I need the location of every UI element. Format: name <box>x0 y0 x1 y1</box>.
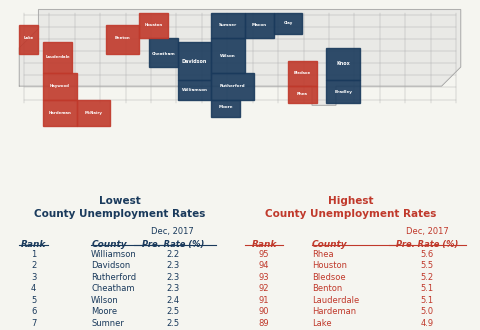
Text: Benton: Benton <box>115 36 130 40</box>
Polygon shape <box>326 81 360 103</box>
Text: Rhea: Rhea <box>297 92 308 96</box>
Text: Cheatham: Cheatham <box>151 51 175 55</box>
Polygon shape <box>149 38 178 67</box>
Text: County: County <box>91 240 127 249</box>
Text: 2.3: 2.3 <box>166 273 180 281</box>
Polygon shape <box>211 73 254 100</box>
Text: County Unemployment Rates: County Unemployment Rates <box>34 210 206 219</box>
Text: Pre. Rate (%): Pre. Rate (%) <box>142 240 204 249</box>
Text: Davidson: Davidson <box>182 59 207 64</box>
Polygon shape <box>326 48 360 81</box>
Text: Haywood: Haywood <box>50 84 70 88</box>
Text: Lowest: Lowest <box>99 196 141 206</box>
Text: Houston: Houston <box>312 261 347 270</box>
Text: Rhea: Rhea <box>312 249 334 259</box>
Text: 2.3: 2.3 <box>166 284 180 293</box>
Text: 2.3: 2.3 <box>166 261 180 270</box>
Text: Bledsoe: Bledsoe <box>294 71 311 75</box>
Polygon shape <box>106 25 139 53</box>
Polygon shape <box>245 14 274 38</box>
Text: County: County <box>312 240 348 249</box>
Text: Rank: Rank <box>252 240 276 249</box>
Polygon shape <box>211 100 240 117</box>
Text: 94: 94 <box>259 261 269 270</box>
Polygon shape <box>77 100 110 126</box>
Text: Benton: Benton <box>312 284 342 293</box>
Text: 5: 5 <box>31 296 36 305</box>
Text: Wilson: Wilson <box>91 296 119 305</box>
Text: 3: 3 <box>31 273 36 281</box>
Polygon shape <box>139 14 168 38</box>
Text: Moore: Moore <box>218 105 233 109</box>
Text: Sumner: Sumner <box>219 23 237 27</box>
Polygon shape <box>178 42 211 81</box>
Text: 95: 95 <box>259 249 269 259</box>
Text: 5.1: 5.1 <box>420 284 434 293</box>
Text: Rutherford: Rutherford <box>220 84 246 88</box>
Text: 4.9: 4.9 <box>420 319 434 328</box>
Text: 2.4: 2.4 <box>166 296 180 305</box>
Text: Clay: Clay <box>283 21 293 25</box>
Text: 2: 2 <box>31 261 36 270</box>
Text: Bledsoe: Bledsoe <box>312 273 346 281</box>
Text: 5.6: 5.6 <box>420 249 434 259</box>
Text: 2.2: 2.2 <box>166 249 180 259</box>
Polygon shape <box>43 73 77 100</box>
Text: Davidson: Davidson <box>91 261 131 270</box>
Text: Dec, 2017: Dec, 2017 <box>406 227 449 236</box>
Text: Rank: Rank <box>21 240 46 249</box>
Text: 93: 93 <box>259 273 269 281</box>
Text: Williamson: Williamson <box>181 88 207 92</box>
Text: Houston: Houston <box>144 23 163 27</box>
Text: 90: 90 <box>259 307 269 316</box>
Text: Bradley: Bradley <box>334 90 352 94</box>
Text: Lauderdale: Lauderdale <box>45 55 70 59</box>
Text: Lake: Lake <box>24 36 34 40</box>
Text: 92: 92 <box>259 284 269 293</box>
Text: Knox: Knox <box>336 61 350 66</box>
Text: County Unemployment Rates: County Unemployment Rates <box>264 210 436 219</box>
Text: Lauderdale: Lauderdale <box>312 296 359 305</box>
Text: Williamson: Williamson <box>91 249 137 259</box>
Polygon shape <box>19 25 38 53</box>
Text: Hardeman: Hardeman <box>48 111 72 115</box>
Text: 2.5: 2.5 <box>166 307 180 316</box>
Text: 4: 4 <box>31 284 36 293</box>
Text: McNairy: McNairy <box>84 111 103 115</box>
Text: Lake: Lake <box>312 319 332 328</box>
Text: Rutherford: Rutherford <box>91 273 136 281</box>
Polygon shape <box>211 14 245 38</box>
Polygon shape <box>178 81 211 100</box>
Text: Sumner: Sumner <box>91 319 124 328</box>
Text: 91: 91 <box>259 296 269 305</box>
Polygon shape <box>288 86 317 103</box>
Polygon shape <box>19 10 461 105</box>
Text: 5.5: 5.5 <box>420 261 434 270</box>
Polygon shape <box>43 100 77 126</box>
Polygon shape <box>43 42 72 73</box>
Text: Wilson: Wilson <box>220 53 236 57</box>
Text: 5.2: 5.2 <box>420 273 434 281</box>
Text: 2.5: 2.5 <box>166 319 180 328</box>
Polygon shape <box>274 14 302 34</box>
Text: Dec, 2017: Dec, 2017 <box>151 227 194 236</box>
Text: 5.0: 5.0 <box>420 307 434 316</box>
Text: 1: 1 <box>31 249 36 259</box>
Polygon shape <box>211 38 245 73</box>
Text: 5.1: 5.1 <box>420 296 434 305</box>
Text: Cheatham: Cheatham <box>91 284 135 293</box>
Text: 6: 6 <box>31 307 36 316</box>
Polygon shape <box>288 61 317 86</box>
Text: Macon: Macon <box>252 23 267 27</box>
Text: 7: 7 <box>31 319 36 328</box>
Text: Hardeman: Hardeman <box>312 307 356 316</box>
Text: 89: 89 <box>259 319 269 328</box>
Text: Highest: Highest <box>328 196 373 206</box>
Text: Pre. Rate (%): Pre. Rate (%) <box>396 240 458 249</box>
Text: Moore: Moore <box>91 307 117 316</box>
